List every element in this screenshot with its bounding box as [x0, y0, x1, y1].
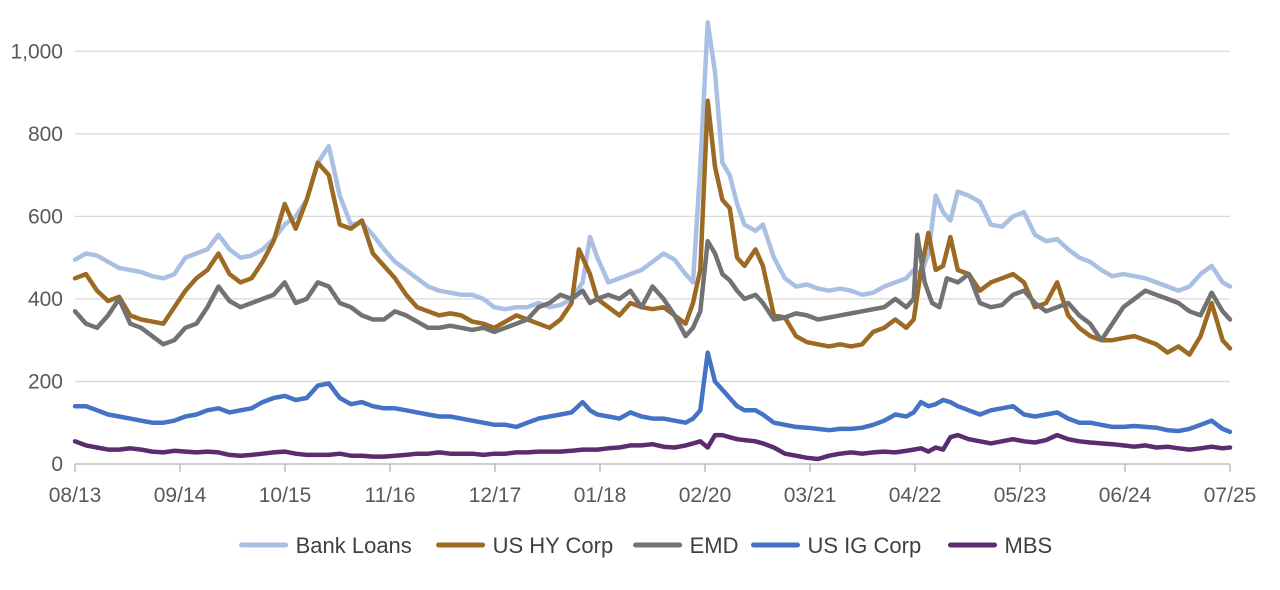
y-tick-label: 1,000 [10, 40, 63, 63]
series-line-us-hy-corp [72, 98, 1233, 357]
series-lines [72, 20, 1233, 462]
x-tick-label: 08/13 [49, 484, 102, 507]
x-tick-label: 01/18 [574, 484, 627, 507]
series-line-bank-loans [72, 20, 1233, 312]
x-tick-label: 03/21 [784, 484, 837, 507]
y-tick-label: 200 [28, 370, 63, 393]
x-tick-label: 05/23 [994, 484, 1047, 507]
series-line-emd [72, 232, 1233, 347]
gridlines [75, 50, 1230, 383]
x-axis-tick-labels: 08/13 09/14 10/15 11/16 12/17 01/18 02/20 03/21… [49, 484, 1257, 507]
y-tick-label: 0 [51, 453, 63, 476]
legend-label: EMD [690, 533, 739, 558]
x-tick-label: 10/15 [259, 484, 312, 507]
x-tick-label: 12/17 [469, 484, 522, 507]
legend-label: US HY Corp [493, 533, 614, 558]
y-axis-tick-labels: 0 200 400 600 800 1,000 [10, 40, 63, 476]
legend-item-bank-loans: Bank Loans [239, 533, 412, 558]
x-tick-label: 09/14 [154, 484, 207, 507]
y-tick-label: 600 [28, 205, 63, 228]
x-tick-label: 11/16 [365, 484, 416, 507]
legend-label: MBS [1005, 533, 1053, 558]
x-axis [74, 463, 1231, 472]
y-tick-label: 800 [28, 123, 63, 146]
legend-item-us-ig-corp: US IG Corp [751, 533, 922, 558]
x-tick-label: 07/25 [1204, 484, 1257, 507]
legend-item-mbs: MBS [948, 533, 1053, 558]
legend-item-emd: EMD [633, 533, 739, 558]
legend-item-us-hy-corp: US HY Corp [436, 533, 614, 558]
legend: Bank Loans US HY Corp EMD US IG Corp MBS [239, 533, 1053, 558]
y-tick-label: 400 [28, 288, 63, 311]
legend-label: US IG Corp [808, 533, 922, 558]
series-line-mbs [72, 432, 1233, 462]
x-tick-label: 04/22 [889, 484, 942, 507]
x-tick-label: 06/24 [1099, 484, 1152, 507]
series-line-us-ig-corp [72, 350, 1233, 435]
legend-label: Bank Loans [296, 533, 412, 558]
x-tick-label: 02/20 [679, 484, 732, 507]
